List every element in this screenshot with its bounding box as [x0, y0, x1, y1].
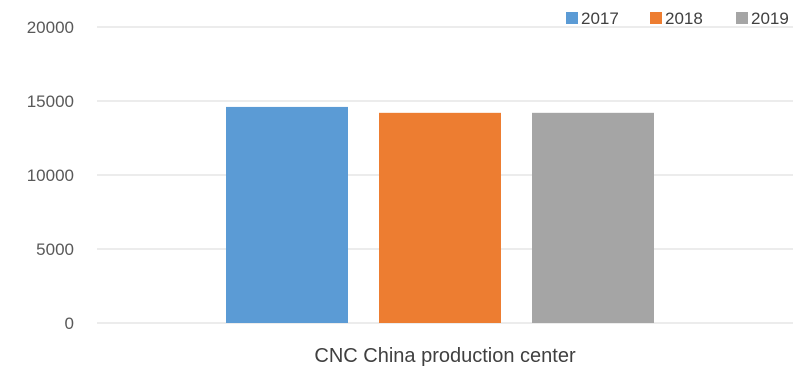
y-tick-label: 20000	[27, 18, 74, 37]
bars	[226, 106, 654, 323]
legend-label-2018: 2018	[665, 9, 703, 28]
legend-label-2019: 2019	[751, 9, 789, 28]
legend-swatch-2017	[566, 12, 578, 24]
x-category-label: CNC China production center	[314, 345, 576, 367]
y-tick-label: 5000	[36, 240, 74, 259]
legend-swatch-2018	[650, 12, 662, 24]
bar-2019	[532, 112, 654, 323]
legend-label-2017: 2017	[581, 9, 619, 28]
y-tick-label: 0	[65, 314, 74, 333]
y-tick-label: 10000	[27, 166, 74, 185]
bar-2018	[379, 112, 501, 323]
bar-2017	[226, 106, 348, 323]
legend-swatch-2019	[736, 12, 748, 24]
x-axis: CNC China production center	[314, 345, 576, 367]
y-axis: 0 5000 10000 15000 20000	[27, 18, 74, 333]
legend: 2017 2018 2019	[566, 9, 789, 28]
y-tick-label: 15000	[27, 92, 74, 111]
